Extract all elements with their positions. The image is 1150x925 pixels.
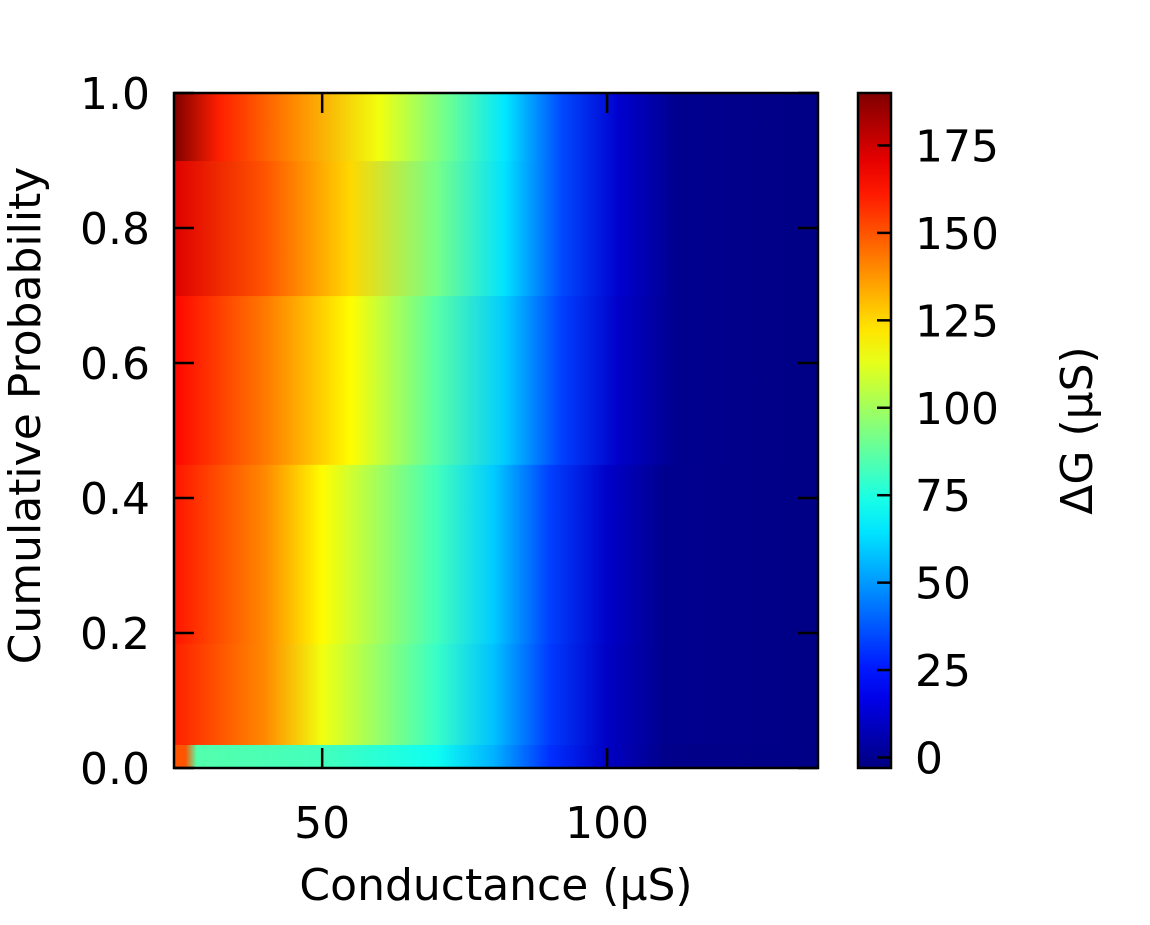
heatmap bbox=[174, 93, 818, 769]
colorbar-frame bbox=[856, 91, 893, 770]
y-tick-label: 0.8 bbox=[80, 204, 150, 255]
colorbar-tick-label: 150 bbox=[915, 209, 999, 260]
x-axis-ticks: 50 100 bbox=[294, 93, 649, 849]
heatmap-row bbox=[174, 295, 818, 465]
colorbar-tick-label: 0 bbox=[915, 734, 943, 785]
y-axis-ticks: 0.0 0.2 0.4 0.6 0.8 1.0 bbox=[80, 69, 818, 795]
heatmap-row bbox=[174, 93, 818, 162]
x-axis-label: Conductance (μS) bbox=[299, 860, 692, 911]
heatmap-row bbox=[174, 744, 818, 769]
x-tick-label: 50 bbox=[294, 798, 350, 849]
colorbar bbox=[858, 93, 891, 768]
y-axis-label: Cumulative Probability bbox=[0, 167, 51, 665]
heatmap-row bbox=[174, 160, 818, 297]
colorbar-tick-label: 75 bbox=[915, 471, 971, 522]
x-tick-label: 100 bbox=[565, 798, 649, 849]
plot-frame bbox=[172, 91, 820, 770]
heatmap-row bbox=[174, 464, 818, 644]
colorbar-tick-label: 125 bbox=[915, 296, 999, 347]
y-tick-label: 0.2 bbox=[80, 609, 150, 660]
colorbar-tick-label: 25 bbox=[915, 646, 971, 697]
colorbar-tick-label: 175 bbox=[915, 121, 999, 172]
heatmap-row bbox=[174, 643, 818, 745]
colorbar-tick-label: 50 bbox=[915, 559, 971, 610]
y-tick-label: 1.0 bbox=[80, 69, 150, 120]
colorbar-tick-label: 100 bbox=[915, 384, 999, 435]
colorbar-label: ΔG (μS) bbox=[1052, 346, 1103, 514]
y-tick-label: 0.0 bbox=[80, 744, 150, 795]
y-tick-label: 0.6 bbox=[80, 339, 150, 390]
y-tick-label: 0.4 bbox=[80, 474, 150, 525]
colorbar-ticks: 0 25 50 75 100 125 150 175 bbox=[877, 121, 999, 785]
